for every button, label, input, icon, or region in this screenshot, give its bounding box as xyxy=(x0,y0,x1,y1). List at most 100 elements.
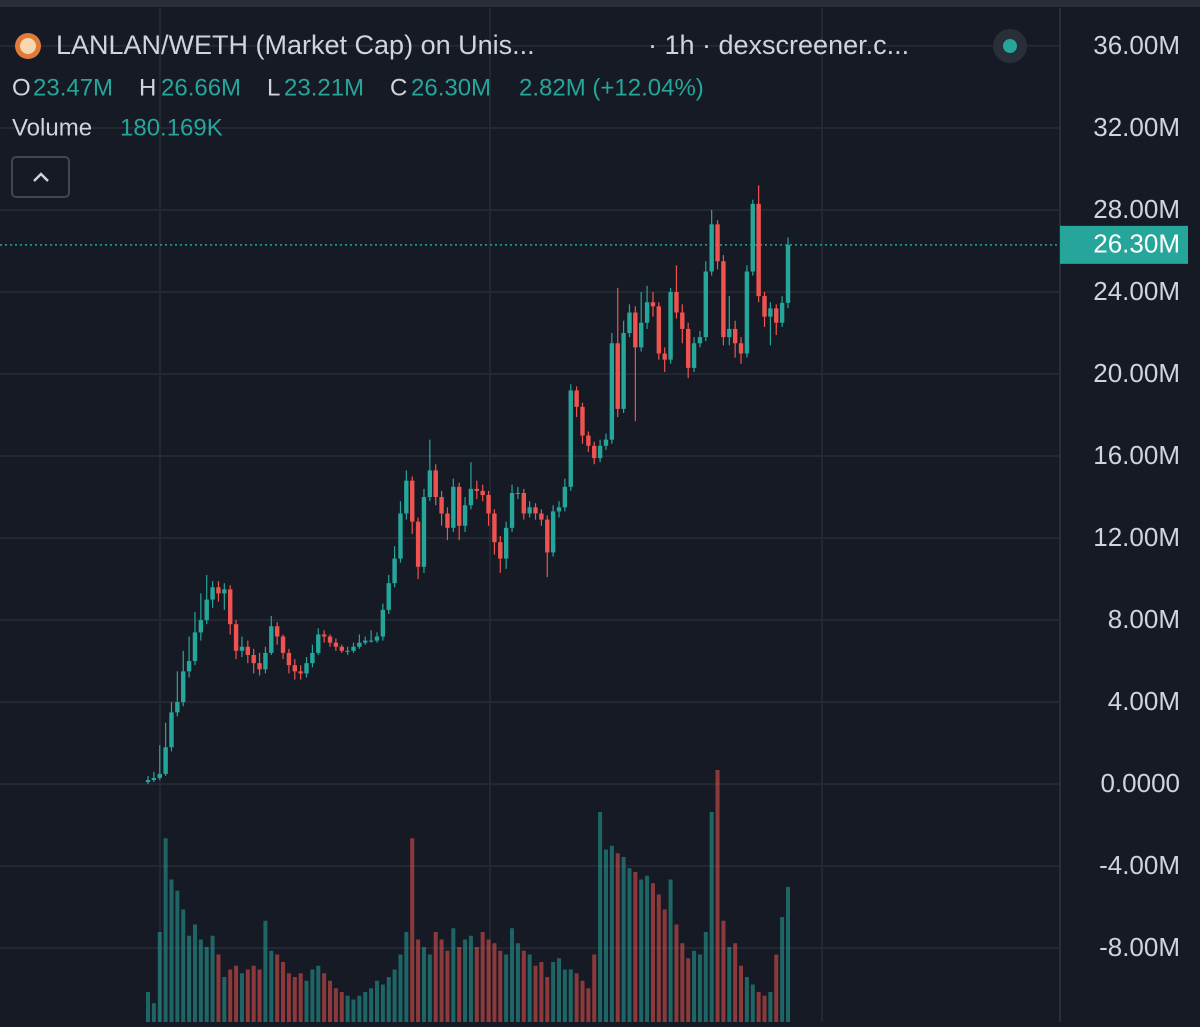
legend-value: 23.47M xyxy=(33,74,113,101)
candle-body xyxy=(586,435,591,446)
chart-subtitle: · 1h · dexscreener.c... xyxy=(648,30,909,60)
volume-bar xyxy=(310,969,315,1022)
candle-body xyxy=(779,302,785,323)
candle-body xyxy=(292,665,297,672)
candle-body xyxy=(198,620,204,633)
candle-body xyxy=(498,542,503,559)
candle-body xyxy=(644,302,650,323)
collapse-button-frame[interactable] xyxy=(11,156,70,198)
volume-bar xyxy=(269,950,274,1022)
candle-body xyxy=(233,624,239,651)
volume-bar xyxy=(504,954,509,1022)
volume-bar xyxy=(181,909,186,1022)
candle-body xyxy=(404,480,409,514)
volume-bar xyxy=(175,890,180,1022)
volume-bar xyxy=(656,894,661,1022)
ohlc-legend: O 23.47M H 26.66M L 23.21M C 26.30M 2.82… xyxy=(12,74,704,141)
candle-body xyxy=(456,486,462,526)
candle-body xyxy=(345,650,350,652)
candle-body xyxy=(439,497,444,514)
candle-body xyxy=(503,527,509,559)
candle-body xyxy=(662,353,667,360)
candle-body xyxy=(732,328,738,344)
candle-body xyxy=(738,343,744,354)
volume-bar xyxy=(774,954,779,1022)
collapse-icon[interactable] xyxy=(33,172,49,182)
last-price-label: 26.30M xyxy=(1093,229,1180,259)
candle-body xyxy=(145,780,151,783)
candle-body xyxy=(321,634,327,637)
candle-body xyxy=(357,642,362,647)
candle-body xyxy=(298,671,303,674)
candle-body xyxy=(222,589,227,594)
volume-bar xyxy=(204,947,209,1022)
candle-body xyxy=(392,558,397,584)
y-tick-label: 12.00M xyxy=(1093,522,1180,552)
candle-body xyxy=(263,652,268,670)
volume-bar xyxy=(421,947,426,1022)
status-dot xyxy=(1003,39,1017,53)
y-tick-label: 36.00M xyxy=(1093,30,1180,60)
volume-bar xyxy=(245,969,250,1022)
candle-body xyxy=(228,589,233,625)
y-tick-label: 16.00M xyxy=(1093,440,1180,470)
volume-bar xyxy=(398,954,403,1022)
candle-body xyxy=(462,505,468,526)
y-tick-label: 0.0000 xyxy=(1100,768,1180,798)
candle-body xyxy=(756,203,761,297)
volume-bar xyxy=(568,969,573,1022)
volume-bar xyxy=(328,980,333,1022)
volume-bar xyxy=(533,965,538,1022)
candle-body xyxy=(592,445,597,459)
volume-bar xyxy=(762,995,767,1022)
candle-body xyxy=(286,652,292,666)
collapse-button[interactable] xyxy=(11,156,70,198)
candle-body xyxy=(556,507,562,512)
volume-bar xyxy=(662,909,667,1022)
candle-body xyxy=(398,513,403,559)
legend-label: L xyxy=(267,74,280,101)
chart-title: LANLAN/WETH (Market Cap) on Unis... xyxy=(56,30,535,60)
volume-bar xyxy=(146,992,150,1022)
volume-bar xyxy=(445,950,450,1022)
grid xyxy=(0,8,1060,1022)
candle-body xyxy=(151,777,157,781)
candle-body xyxy=(415,521,421,567)
volume-bar xyxy=(198,939,203,1022)
candle-body xyxy=(280,636,286,653)
volume-bar xyxy=(386,977,391,1022)
volume-bar xyxy=(363,992,368,1022)
volume-bar xyxy=(697,954,702,1022)
candle-body xyxy=(445,513,450,528)
legend-change: 2.82M (+12.04%) xyxy=(519,74,704,101)
volume-bar xyxy=(768,992,773,1022)
volume-bar xyxy=(410,838,415,1022)
volume-bar xyxy=(192,924,197,1022)
volume-value: 180.169K xyxy=(120,114,223,141)
volume-bar xyxy=(744,977,749,1022)
candle-body xyxy=(621,333,626,409)
candle-body xyxy=(603,439,609,446)
volume-bar xyxy=(286,973,291,1022)
legend-value: 26.66M xyxy=(161,74,241,101)
candle-body xyxy=(316,634,321,653)
y-tick-label: 24.00M xyxy=(1093,276,1180,306)
volume-bar xyxy=(539,962,544,1022)
volume-bar xyxy=(263,920,268,1022)
volume-bar xyxy=(333,988,338,1022)
volume-bar xyxy=(603,849,608,1022)
volume-bar xyxy=(351,999,356,1022)
candle-body xyxy=(627,312,632,334)
volume-bar xyxy=(169,879,174,1022)
volume-bar xyxy=(598,812,603,1022)
volume-bar xyxy=(680,943,685,1022)
candle-body xyxy=(609,343,615,440)
volume-bar xyxy=(562,969,567,1022)
candle-body xyxy=(474,488,480,491)
candle-body xyxy=(186,661,192,672)
header: LANLAN/WETH (Market Cap) on Unis... · 1h… xyxy=(15,29,1027,63)
y-tick-label: 28.00M xyxy=(1093,194,1180,224)
candle-body xyxy=(239,646,245,651)
